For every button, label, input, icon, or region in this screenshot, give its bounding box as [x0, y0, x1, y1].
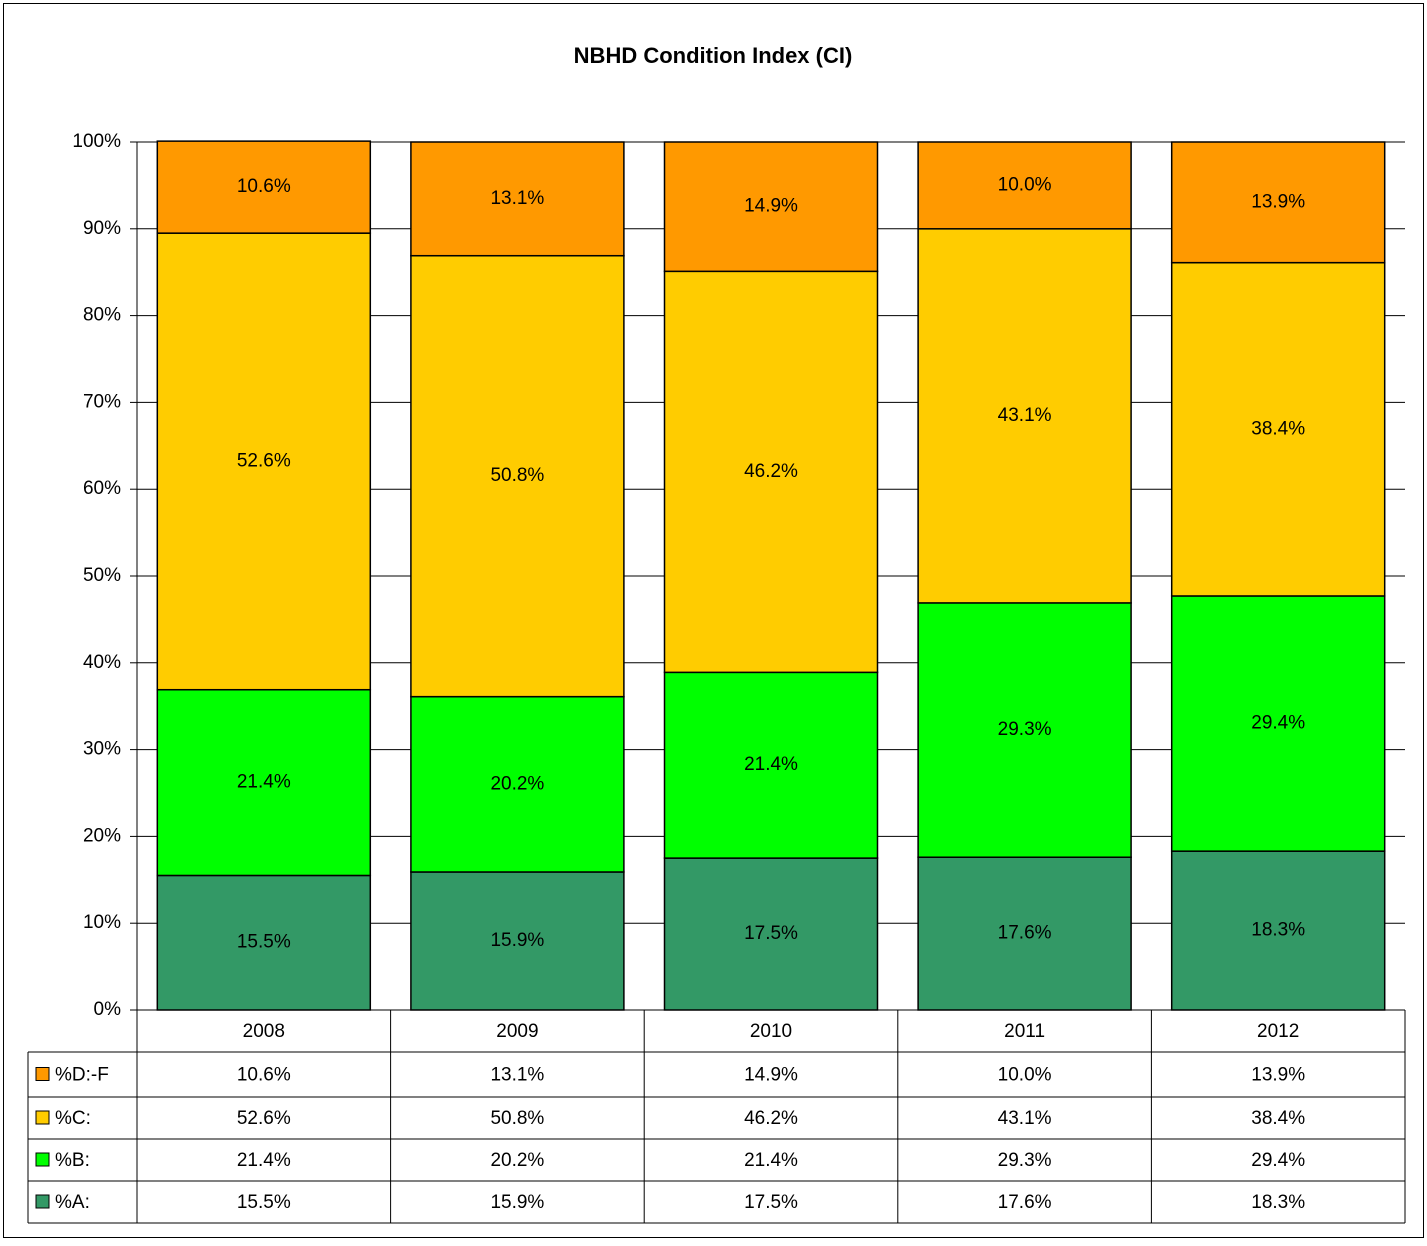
table-cell: 13.1%	[490, 1065, 544, 1086]
table-cell: 10.6%	[237, 1065, 291, 1086]
x-tick-label: 2011	[1004, 1021, 1045, 1042]
table-cell: 15.9%	[490, 1192, 544, 1213]
y-tick-label: 90%	[83, 218, 121, 239]
table-cell: 10.0%	[998, 1065, 1052, 1086]
table-cell: 15.5%	[237, 1192, 291, 1213]
y-tick-label: 100%	[72, 131, 121, 152]
data-label: 15.5%	[237, 932, 291, 953]
y-tick-label: 70%	[83, 391, 121, 412]
data-label: 10.0%	[998, 174, 1052, 195]
y-tick-label: 60%	[83, 478, 121, 499]
table-cell: 17.5%	[744, 1192, 798, 1213]
table-cell: 14.9%	[744, 1065, 798, 1086]
bar-segment	[410, 871, 625, 1011]
x-tick-label: 2009	[496, 1021, 538, 1042]
data-label: 13.9%	[1251, 191, 1305, 212]
y-tick-label: 80%	[83, 305, 121, 326]
bar-segment	[917, 602, 1132, 858]
legend-label: %C:	[55, 1108, 91, 1129]
legend-swatch	[35, 1152, 50, 1167]
bar-segment	[663, 857, 879, 1011]
y-tick-label: 30%	[83, 739, 121, 760]
data-label: 17.5%	[744, 923, 798, 944]
data-label: 17.6%	[998, 923, 1052, 944]
data-label: 21.4%	[744, 754, 798, 775]
y-tick-label: 40%	[83, 652, 121, 673]
data-label: 18.3%	[1251, 920, 1305, 941]
y-tick-label: 20%	[83, 825, 121, 846]
data-label: 21.4%	[237, 772, 291, 793]
data-label: 14.9%	[744, 196, 798, 217]
data-label: 38.4%	[1251, 418, 1305, 439]
data-label: 52.6%	[237, 450, 291, 471]
data-label: 46.2%	[744, 461, 798, 482]
bar-segment	[1170, 261, 1386, 597]
data-label: 29.4%	[1251, 713, 1305, 734]
bar-segment	[1170, 141, 1386, 264]
bar-segment	[156, 688, 372, 877]
table-cell: 21.4%	[237, 1150, 291, 1171]
x-tick-label: 2012	[1257, 1021, 1299, 1042]
bar-segment	[410, 254, 625, 698]
legend-swatch	[35, 1067, 50, 1081]
chart-title: NBHD Condition Index (CI)	[574, 43, 853, 68]
bar-segment	[1170, 595, 1386, 852]
table-cell: 29.4%	[1251, 1150, 1305, 1171]
data-label: 10.6%	[237, 176, 291, 197]
bar-segment	[410, 695, 625, 873]
x-tick-label: 2008	[243, 1021, 285, 1042]
table-cell: 17.6%	[998, 1192, 1052, 1213]
table-cell: 20.2%	[490, 1150, 544, 1171]
legend-label: %B:	[55, 1150, 90, 1171]
bar-segment	[156, 874, 372, 1011]
table-cell: 50.8%	[490, 1108, 544, 1129]
table-cell: 43.1%	[998, 1108, 1052, 1129]
table-cell: 46.2%	[744, 1108, 798, 1129]
y-tick-label: 50%	[83, 565, 121, 586]
data-label: 15.9%	[490, 930, 544, 951]
data-label: 29.3%	[998, 719, 1052, 740]
table-cell: 52.6%	[237, 1108, 291, 1129]
bar-segment	[917, 228, 1132, 604]
table-cell: 38.4%	[1251, 1108, 1305, 1129]
data-label: 50.8%	[490, 465, 544, 486]
bar-segment	[663, 141, 879, 273]
x-tick-label: 2010	[750, 1021, 792, 1042]
y-tick-label: 10%	[83, 912, 121, 933]
bar-segment	[1170, 850, 1386, 1011]
legend-label: %A:	[55, 1192, 90, 1213]
legend-swatch	[35, 1110, 50, 1125]
bar-segment	[917, 141, 1132, 230]
table-cell: 18.3%	[1251, 1192, 1305, 1213]
y-tick-label: 0%	[94, 999, 122, 1020]
table-cell: 29.3%	[998, 1150, 1052, 1171]
legend-label: %D:-F	[55, 1065, 109, 1086]
table-cell: 13.9%	[1251, 1065, 1305, 1086]
table-cell: 21.4%	[744, 1150, 798, 1171]
data-label: 20.2%	[490, 773, 544, 794]
bar-segment	[156, 232, 372, 691]
data-label: 43.1%	[998, 405, 1052, 426]
bar-segment	[410, 141, 625, 257]
data-label: 13.1%	[490, 188, 544, 209]
legend-swatch	[35, 1194, 50, 1209]
bar-segment	[156, 140, 372, 234]
